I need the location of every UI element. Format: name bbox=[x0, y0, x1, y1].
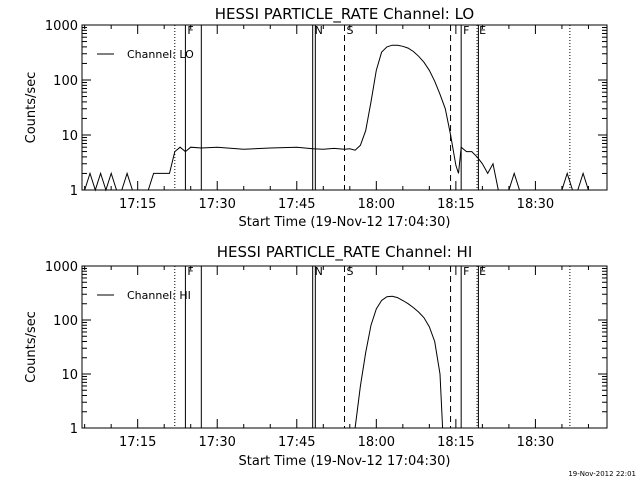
y-axis-label: Counts/sec bbox=[24, 72, 39, 144]
legend-label: Channel: HI bbox=[127, 289, 191, 302]
event-marker-label: E bbox=[479, 24, 486, 37]
x-tick-label: 17:45 bbox=[278, 435, 315, 450]
x-tick-label: 17:45 bbox=[278, 197, 315, 212]
series-line bbox=[84, 44, 594, 192]
event-marker-label: F bbox=[463, 24, 469, 37]
event-marker-label: F bbox=[463, 265, 469, 278]
chart-panel-hi: HESSI PARTICLE_RATE Channel: HI Counts/se… bbox=[24, 243, 608, 469]
y-tick-label: 1000 bbox=[45, 260, 78, 275]
x-tick-label: 18:00 bbox=[358, 197, 395, 212]
y-axis-label: Counts/sec bbox=[24, 311, 39, 383]
y-tick-label: 1 bbox=[70, 422, 78, 437]
y-tick-label: 1 bbox=[70, 184, 78, 199]
event-marker-label: S bbox=[347, 265, 354, 278]
x-tick-label: 18:00 bbox=[358, 435, 395, 450]
series-line bbox=[354, 295, 444, 429]
event-marker-label: S bbox=[347, 24, 354, 37]
x-axis-label: Start Time (19-Nov-12 17:04:30) bbox=[239, 215, 451, 230]
event-marker-label: F bbox=[187, 265, 193, 278]
y-tick-label: 10 bbox=[61, 129, 78, 144]
x-tick-label: 18:30 bbox=[517, 197, 554, 212]
x-tick-label: 17:30 bbox=[198, 197, 235, 212]
footer-timestamp: 19-Nov-2012 22:01 bbox=[568, 470, 636, 478]
event-marker-label: E bbox=[479, 265, 486, 278]
chart-panel-lo: HESSI PARTICLE_RATE Channel: LO Counts/se… bbox=[24, 5, 608, 230]
event-marker-label: F bbox=[187, 24, 193, 37]
event-marker-label: N bbox=[315, 24, 323, 37]
x-tick-label: 18:15 bbox=[437, 197, 474, 212]
x-tick-label: 18:30 bbox=[517, 435, 554, 450]
y-tick-label: 10 bbox=[61, 368, 78, 383]
event-marker-label: N bbox=[315, 265, 323, 278]
x-tick-label: 17:15 bbox=[119, 197, 156, 212]
y-tick-label: 100 bbox=[53, 314, 78, 329]
x-tick-label: 17:30 bbox=[198, 435, 235, 450]
x-tick-label: 18:15 bbox=[437, 435, 474, 450]
legend-label: Channel: LO bbox=[127, 48, 194, 61]
y-tick-label: 1000 bbox=[45, 19, 78, 34]
chart-title: HESSI PARTICLE_RATE Channel: LO bbox=[215, 5, 474, 24]
x-axis-label: Start Time (19-Nov-12 17:04:30) bbox=[239, 454, 451, 469]
x-tick-label: 17:15 bbox=[119, 435, 156, 450]
chart-title: HESSI PARTICLE_RATE Channel: HI bbox=[217, 243, 473, 262]
y-tick-label: 100 bbox=[53, 74, 78, 89]
